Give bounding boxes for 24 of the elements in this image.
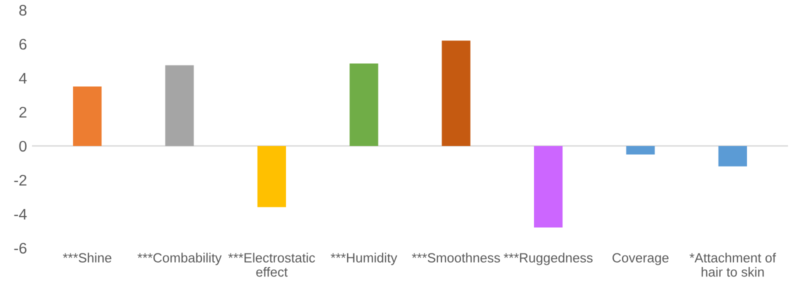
y-tick-label: -6 bbox=[14, 242, 26, 254]
bar bbox=[257, 146, 286, 208]
x-tick-label: ***Smoothness bbox=[412, 252, 500, 263]
bar bbox=[350, 64, 378, 146]
y-tick-label: 0 bbox=[19, 140, 27, 152]
x-tick-label: ***Shine bbox=[62, 252, 112, 263]
bar bbox=[73, 86, 102, 146]
x-tick-label: Coverage bbox=[612, 253, 669, 266]
bar bbox=[442, 40, 470, 146]
y-tick-label: 8 bbox=[19, 4, 26, 16]
x-tick-label: *Attachment of hair to skin bbox=[690, 252, 776, 277]
y-tick-label: 4 bbox=[18, 72, 27, 84]
x-tick-label: ***Ruggedness bbox=[504, 252, 593, 266]
x-tick-label: ***Electrostatic effect bbox=[228, 252, 315, 277]
bar bbox=[165, 65, 194, 146]
x-tick-label: ***Humidity bbox=[330, 252, 398, 266]
bar bbox=[626, 146, 655, 154]
y-tick-label: 2 bbox=[19, 106, 26, 118]
y-tick-label: -4 bbox=[14, 208, 27, 220]
y-tick-label: -2 bbox=[14, 174, 26, 186]
bar bbox=[534, 146, 563, 228]
bar bbox=[718, 146, 747, 166]
x-tick-label: ***Combability bbox=[138, 252, 222, 266]
y-tick-label: 6 bbox=[19, 38, 26, 50]
